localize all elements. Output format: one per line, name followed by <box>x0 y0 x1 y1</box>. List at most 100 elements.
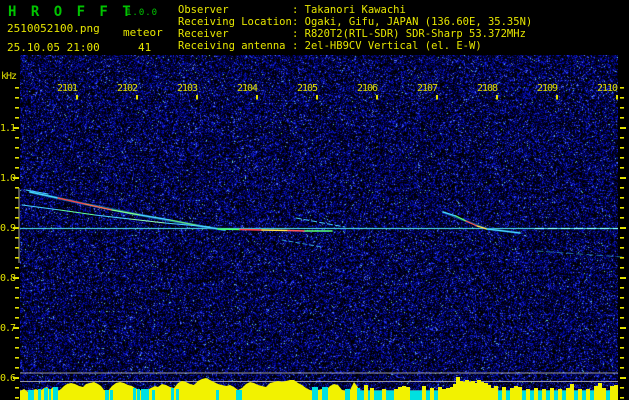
freq-major-tick-right <box>620 227 626 229</box>
signal-level-cyan-bar <box>44 388 48 400</box>
station-info-label: Observer <box>178 4 229 16</box>
time-tick <box>376 95 378 100</box>
echo-trail-2 <box>164 222 211 228</box>
freq-minor-tick-left <box>15 367 19 369</box>
station-info-value: : R820T2(RTL-SDR) SDR-Sharp 53.372MHz <box>292 28 526 40</box>
signal-level-cyan-bar <box>53 387 58 400</box>
signal-level-yellow-spike <box>550 388 554 400</box>
freq-minor-tick-left <box>15 97 19 99</box>
freq-major-tick-right <box>620 327 626 329</box>
signal-level-yellow-spike <box>398 387 402 400</box>
time-tick <box>616 95 618 100</box>
time-tick-label: 2108 <box>476 83 498 94</box>
freq-minor-tick-right <box>620 107 624 109</box>
signal-level-yellow-area <box>20 378 360 400</box>
time-tick <box>556 95 558 100</box>
freq-minor-tick-left <box>15 347 19 349</box>
signal-level-yellow-spike <box>502 387 506 400</box>
signal-level-yellow-spike <box>382 389 386 400</box>
signal-level-yellow-spike <box>487 385 491 400</box>
freq-minor-tick-right <box>620 297 624 299</box>
signal-level-cyan-bar <box>49 389 51 400</box>
signal-level-cyan-bar <box>28 390 34 400</box>
freq-major-tick-right <box>620 127 626 129</box>
app-version: 1.0.0 <box>126 8 159 18</box>
carrier-bright-echo <box>217 228 241 231</box>
freq-minor-tick-right <box>620 257 624 259</box>
freq-minor-tick-left <box>15 197 19 199</box>
time-tick <box>196 95 198 100</box>
freq-minor-tick-right <box>620 337 624 339</box>
signal-level-yellow-spike <box>614 385 618 400</box>
station-info-row: Receiving Location: Ogaki, Gifu, JAPAN (… <box>178 16 532 28</box>
echo-trail-6 <box>442 211 457 217</box>
signal-level-yellow-spike <box>450 387 454 400</box>
freq-minor-tick-right <box>620 357 624 359</box>
signal-level-yellow-spike <box>594 386 598 400</box>
signal-level-cyan-bar <box>133 388 136 400</box>
echo-trail-6 <box>465 220 478 227</box>
signal-level-yellow-spike <box>570 384 574 400</box>
time-tick-label: 2109 <box>536 83 558 94</box>
freq-minor-tick-right <box>620 137 624 139</box>
freq-minor-tick-left <box>15 387 19 389</box>
freq-minor-tick-right <box>620 367 624 369</box>
echo-trail-1 <box>199 225 226 231</box>
signal-level-yellow-spike <box>490 388 494 400</box>
time-tick-label: 2105 <box>296 83 318 94</box>
signal-level-yellow-spike <box>526 389 530 400</box>
freq-minor-tick-left <box>15 337 19 339</box>
echo-trail-6 <box>455 215 467 222</box>
signal-level-yellow-spike <box>610 386 614 400</box>
signal-level-cyan-bar <box>110 390 113 400</box>
station-info-value: : 2el-HB9CV Vertical (el. E-W) <box>292 40 482 52</box>
datetime: 25.10.05 21:00 <box>7 41 100 54</box>
freq-minor-tick-right <box>620 317 624 319</box>
signal-level-yellow-spike <box>370 388 374 400</box>
freq-minor-tick-left <box>15 287 19 289</box>
echo-dash-4 <box>295 217 346 228</box>
echo-trail-1 <box>169 219 201 227</box>
signal-level-yellow-spike <box>442 389 446 400</box>
freq-minor-tick-left <box>15 117 19 119</box>
echo-trail-1 <box>84 203 113 211</box>
freq-major-tick-right <box>620 277 626 279</box>
echo-trail-2 <box>94 214 131 220</box>
station-info-row: Receiving antenna: 2el-HB9CV Vertical (e… <box>178 40 482 52</box>
freq-minor-tick-left <box>15 137 19 139</box>
freq-minor-tick-left <box>15 257 19 259</box>
freq-tick-label: 0.7 <box>0 323 16 334</box>
time-tick <box>496 95 498 100</box>
signal-level-yellow-spike <box>446 388 450 400</box>
signal-level-yellow-spike <box>459 381 463 400</box>
signal-level-yellow-spike <box>514 386 518 400</box>
signal-level-cyan-bar <box>322 387 328 400</box>
station-info-row: Observer: Takanori Kawachi <box>178 4 406 16</box>
freq-minor-tick-right <box>620 287 624 289</box>
signal-level-cyan-strip <box>360 390 618 400</box>
echo-trail-2 <box>59 209 96 216</box>
freq-minor-tick-right <box>620 207 624 209</box>
signal-level-yellow-spike <box>453 384 457 400</box>
station-info-row: Receiver: R820T2(RTL-SDR) SDR-Sharp 53.3… <box>178 28 526 40</box>
echo-dash-3 <box>25 189 49 195</box>
signal-level-cyan-bar <box>345 389 350 400</box>
freq-minor-tick-right <box>620 347 624 349</box>
freq-minor-tick-right <box>620 197 624 199</box>
freq-minor-tick-right <box>620 387 624 389</box>
carrier-bright-echo <box>261 229 289 232</box>
signal-level-yellow-spike <box>477 380 481 400</box>
freq-minor-tick-left <box>15 237 19 239</box>
echo-trail-2 <box>21 204 61 211</box>
time-tick-label: 2110 <box>596 83 618 94</box>
signal-level-cyan-bar <box>141 389 149 400</box>
echo-trail-1 <box>139 214 171 221</box>
freq-minor-tick-left <box>15 307 19 309</box>
freq-minor-tick-left <box>15 147 19 149</box>
signal-level-yellow-spike <box>558 389 562 400</box>
freq-minor-tick-right <box>620 97 624 99</box>
signal-level-yellow-spike <box>465 380 469 400</box>
echo-trail-6 <box>486 228 521 234</box>
freq-minor-tick-left <box>15 397 19 399</box>
